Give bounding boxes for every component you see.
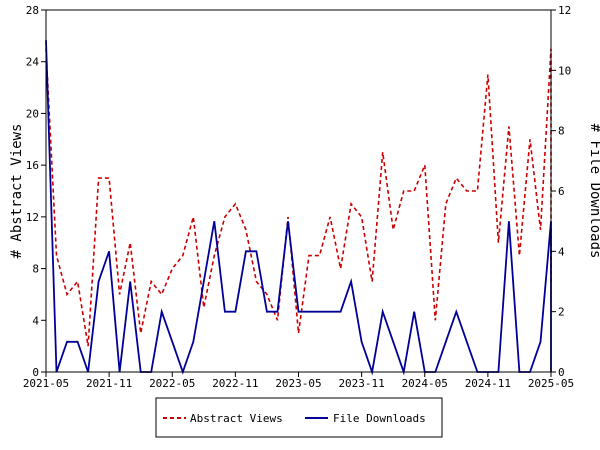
left-tick-label: 0: [32, 366, 39, 379]
x-tick-label: 2021-05: [23, 377, 69, 390]
series-line-abstract-views: [45, 48, 552, 347]
legend: Abstract Views File Downloads: [155, 397, 443, 438]
left-tick-label: 12: [26, 211, 39, 224]
left-tick-label: 16: [26, 159, 39, 172]
left-axis-ticks: 0 4 8 12 16 20 24 28: [26, 4, 46, 379]
series-layer: [45, 40, 552, 376]
right-tick-label: 8: [558, 125, 565, 138]
left-tick-label: 24: [26, 56, 40, 69]
x-tick-label: 2025-05: [528, 377, 574, 390]
right-axis-title: # File Downloads: [587, 124, 600, 259]
x-axis-ticks: 2021-05 2021-11 2022-05 2022-11 2023-05 2023-…: [23, 372, 574, 390]
left-tick-label: 4: [32, 314, 39, 327]
x-tick-label: 2023-11: [338, 377, 384, 390]
right-tick-label: 4: [558, 245, 565, 258]
left-tick-label: 28: [26, 4, 39, 17]
legend-box: [155, 397, 443, 438]
legend-label-abstract-views: Abstract Views: [190, 412, 283, 425]
right-tick-label: 0: [558, 366, 565, 379]
right-tick-label: 10: [558, 64, 571, 77]
x-tick-label: 2024-11: [465, 377, 511, 390]
x-tick-label: 2022-11: [212, 377, 258, 390]
series-line-file-downloads: [45, 40, 552, 376]
left-tick-label: 8: [32, 263, 39, 276]
left-axis-title: # Abstract Views: [9, 124, 25, 259]
right-axis-ticks: 0 2 4 6 8 10 12: [551, 4, 571, 379]
x-tick-label: 2021-11: [86, 377, 132, 390]
right-tick-label: 12: [558, 4, 571, 17]
legend-label-file-downloads: File Downloads: [333, 412, 426, 425]
x-tick-label: 2023-05: [275, 377, 321, 390]
right-tick-label: 2: [558, 306, 565, 319]
x-tick-label: 2022-05: [149, 377, 195, 390]
left-tick-label: 20: [26, 107, 39, 120]
x-tick-label: 2024-05: [402, 377, 448, 390]
right-tick-label: 6: [558, 185, 565, 198]
